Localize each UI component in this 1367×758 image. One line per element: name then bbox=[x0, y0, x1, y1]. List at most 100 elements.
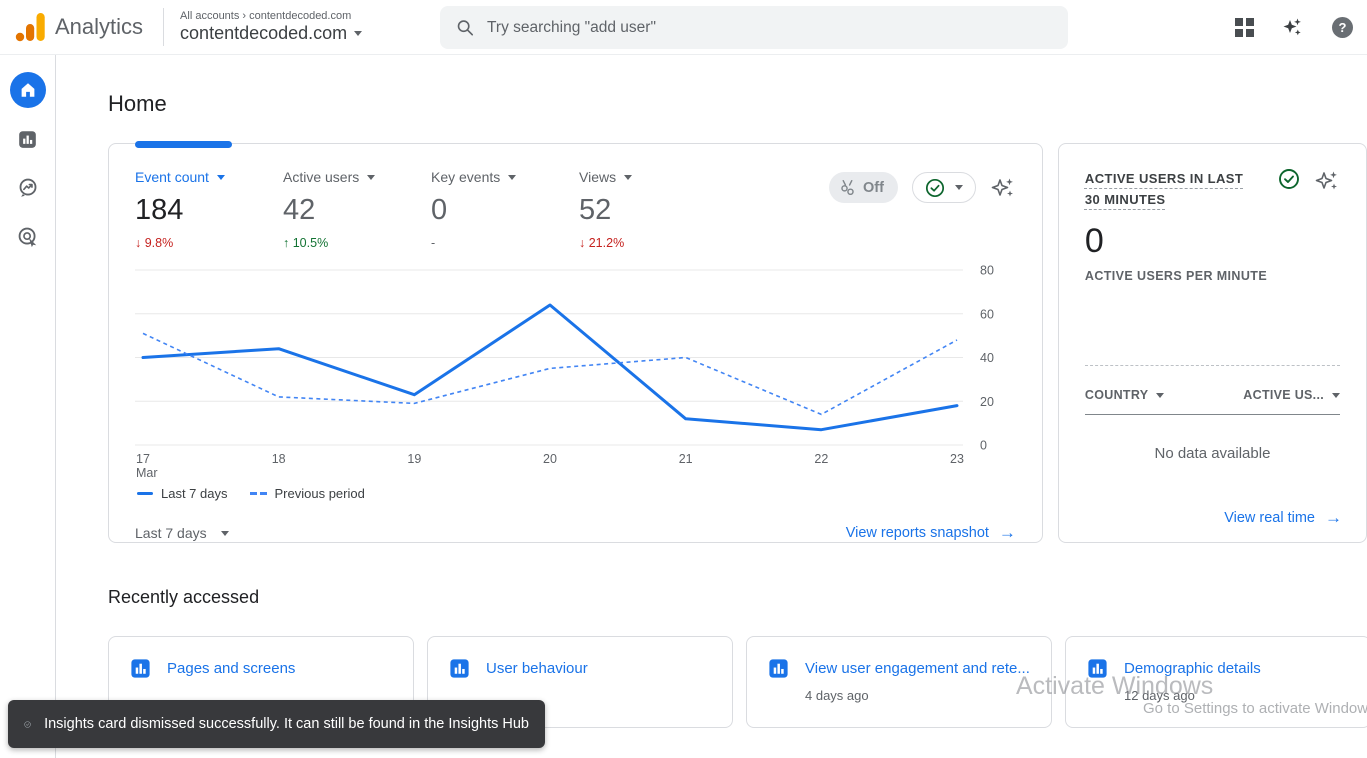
analytics-logo[interactable]: Analytics bbox=[15, 12, 163, 42]
top-app-bar: Analytics All accounts › contentdecoded.… bbox=[0, 0, 1367, 55]
search-input[interactable] bbox=[487, 18, 1052, 37]
chevron-down-icon bbox=[354, 31, 363, 36]
metric-delta: ↓ 9.8% bbox=[135, 236, 174, 250]
svg-text:18: 18 bbox=[272, 452, 286, 466]
comparison-state-label: Off bbox=[862, 179, 884, 196]
page-header: Home bbox=[56, 55, 1367, 173]
metric-delta: ↓ 21.2% bbox=[579, 236, 625, 250]
svg-text:80: 80 bbox=[980, 264, 994, 278]
realtime-subtitle: ACTIVE USERS PER MINUTE bbox=[1084, 269, 1268, 283]
metric-value: 184 bbox=[135, 194, 184, 226]
sparkle-icon[interactable] bbox=[1314, 168, 1340, 194]
apps-grid-icon[interactable] bbox=[1235, 18, 1254, 37]
svg-text:0: 0 bbox=[980, 439, 987, 453]
report-icon bbox=[450, 659, 469, 678]
comparison-icon bbox=[841, 179, 854, 196]
advertising-icon bbox=[18, 227, 36, 248]
recent-card[interactable]: Demographic details 12 days ago bbox=[1065, 636, 1367, 728]
metric-selector[interactable]: Views bbox=[579, 169, 727, 185]
toast-message: Insights card dismissed successfully. It… bbox=[44, 716, 529, 732]
report-icon bbox=[131, 659, 150, 678]
chevron-down-icon bbox=[508, 174, 517, 180]
active-users-column-header[interactable]: ACTIVE US... bbox=[1243, 388, 1340, 402]
svg-text:20: 20 bbox=[543, 452, 557, 466]
chart-legend: Last 7 days Previous period bbox=[135, 486, 1016, 501]
sidebar-item-explore[interactable] bbox=[10, 170, 46, 206]
product-name: Analytics bbox=[55, 14, 144, 39]
view-reports-snapshot-link[interactable]: View reports snapshot → bbox=[845, 523, 1016, 542]
recent-card-title[interactable]: User behaviour bbox=[486, 660, 588, 677]
home-icon bbox=[21, 83, 34, 97]
realtime-card: ACTIVE USERS IN LAST 30 MINUTES 0 ACTIVE… bbox=[1057, 143, 1367, 543]
insights-sparkle-button[interactable] bbox=[990, 172, 1016, 206]
metric-selector[interactable]: Event count bbox=[135, 169, 283, 185]
metric-selector[interactable]: Key events bbox=[431, 169, 579, 185]
header-divider bbox=[163, 8, 165, 46]
metric-key-events: Key events 0 - bbox=[431, 169, 579, 250]
report-icon bbox=[1088, 659, 1107, 678]
section-heading: Recently accessed bbox=[108, 587, 260, 607]
recent-card-title[interactable]: Pages and screens bbox=[167, 660, 296, 677]
bar-chart-icon bbox=[19, 130, 36, 148]
overview-card: Event count 184 ↓ 9.8% Active users 42 ↑… bbox=[108, 141, 1043, 543]
recent-card-timestamp: 4 days ago bbox=[805, 688, 869, 703]
left-nav bbox=[0, 55, 56, 758]
page-title: Home bbox=[108, 91, 167, 116]
view-real-time-link[interactable]: View real time → bbox=[1224, 508, 1342, 527]
empty-state-message: No data available bbox=[1154, 445, 1271, 462]
svg-text:22: 22 bbox=[814, 452, 828, 466]
account-switcher[interactable]: All accounts › contentdecoded.com conten… bbox=[180, 10, 363, 44]
metric-value: 42 bbox=[283, 194, 316, 226]
svg-text:21: 21 bbox=[679, 452, 693, 466]
property-name: contentdecoded.com bbox=[180, 23, 348, 43]
arrow-right-icon: → bbox=[1325, 508, 1342, 527]
main-content: Home Event count 184 ↓ 9.8% bbox=[56, 55, 1367, 728]
active-users-count: 0 bbox=[1084, 222, 1104, 260]
chevron-down-icon bbox=[220, 530, 229, 536]
metric-active-users: Active users 42 ↑ 10.5% bbox=[283, 169, 431, 250]
dashed-line-swatch bbox=[249, 491, 267, 496]
svg-text:Mar: Mar bbox=[136, 466, 158, 480]
search-bar[interactable] bbox=[440, 6, 1068, 49]
recent-card[interactable]: View user engagement and rete... 4 days a… bbox=[746, 636, 1052, 728]
metric-delta: ↑ 10.5% bbox=[283, 236, 329, 250]
recent-card-title[interactable]: View user engagement and rete... bbox=[805, 660, 1030, 677]
report-icon bbox=[769, 659, 788, 678]
svg-text:23: 23 bbox=[950, 452, 964, 466]
date-range-selector[interactable]: Last 7 days bbox=[135, 525, 229, 541]
chevron-down-icon bbox=[216, 174, 225, 180]
sidebar-item-advertising[interactable] bbox=[10, 219, 46, 255]
gemini-sparkle-icon[interactable] bbox=[1281, 16, 1305, 40]
help-icon[interactable]: ? bbox=[1332, 17, 1353, 38]
solid-line-swatch bbox=[137, 492, 153, 495]
chevron-down-icon bbox=[1332, 392, 1340, 398]
breadcrumb: All accounts › contentdecoded.com bbox=[180, 10, 352, 22]
snackbar-toast: Insights card dismissed successfully. It… bbox=[8, 700, 545, 748]
explore-icon bbox=[19, 178, 36, 197]
check-circle-icon bbox=[925, 178, 944, 197]
analytics-logo-icon bbox=[15, 13, 45, 42]
metric-views: Views 52 ↓ 21.2% bbox=[579, 169, 727, 250]
comparison-toggle[interactable]: Off bbox=[828, 172, 898, 203]
legend-previous-period: Previous period bbox=[249, 486, 365, 501]
recent-card-title[interactable]: Demographic details bbox=[1124, 660, 1261, 677]
check-circle-icon[interactable] bbox=[1278, 168, 1300, 190]
series-dashed bbox=[142, 332, 958, 416]
country-column-header[interactable]: COUNTRY bbox=[1085, 388, 1165, 402]
recent-card-timestamp: 12 days ago bbox=[1124, 688, 1195, 703]
metric-value: 52 bbox=[579, 194, 612, 226]
svg-text:40: 40 bbox=[980, 351, 994, 365]
check-circle-icon bbox=[24, 720, 31, 728]
overview-chart: 0 20 40 60 80 17 Mar 18 19 20 21 22 23 bbox=[135, 264, 1016, 482]
sidebar-item-reports[interactable] bbox=[10, 121, 46, 157]
metric-event-count: Event count 184 ↓ 9.8% bbox=[135, 169, 283, 250]
data-quality-dropdown[interactable] bbox=[911, 172, 976, 203]
metric-value: 0 bbox=[431, 194, 448, 226]
chevron-down-icon bbox=[367, 174, 376, 180]
legend-last-7-days: Last 7 days bbox=[137, 486, 228, 501]
search-icon bbox=[457, 20, 474, 36]
svg-text:60: 60 bbox=[980, 307, 994, 321]
sidebar-item-home[interactable] bbox=[9, 72, 46, 108]
divider bbox=[1084, 365, 1340, 366]
metric-selector[interactable]: Active users bbox=[283, 169, 431, 185]
